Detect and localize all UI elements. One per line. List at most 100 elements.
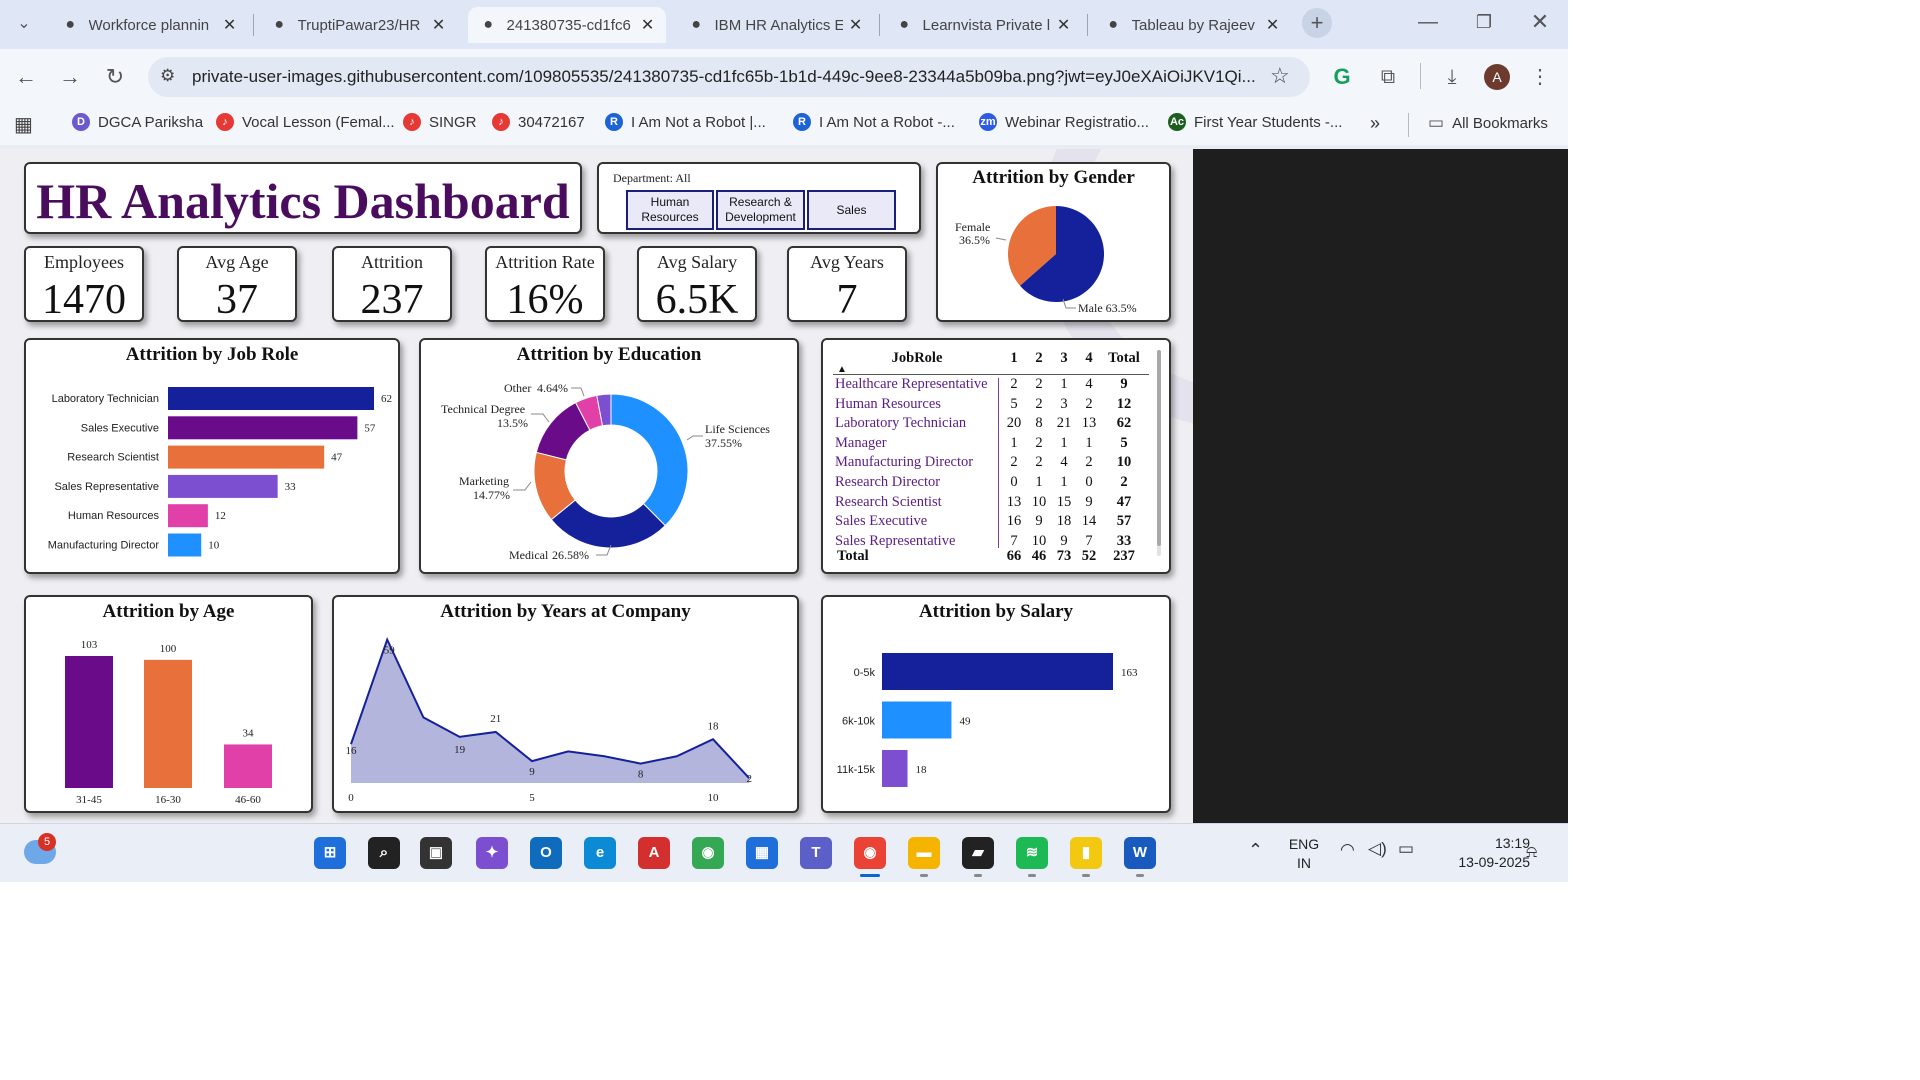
notifications-bell-icon[interactable]: ⍾ <box>1526 842 1538 861</box>
grammarly-extension-icon[interactable]: G <box>1333 64 1351 89</box>
address-bar[interactable]: ⚙ private-user-images.githubusercontent.… <box>148 57 1310 97</box>
chrome-icon[interactable]: ◉ <box>692 837 724 869</box>
language-line2[interactable]: IN <box>1297 855 1311 871</box>
edge-icon[interactable]: e <box>584 837 616 869</box>
file-explorer-icon[interactable]: ▬ <box>908 837 940 869</box>
bookmark-item[interactable]: R I Am Not a Robot -... <box>793 113 955 131</box>
matrix-row-jobrole: Research Director <box>835 474 941 490</box>
job-role-category-label: Sales Representative <box>54 481 159 493</box>
site-info-icon[interactable]: ⚙ <box>160 66 176 85</box>
years-line <box>350 636 750 779</box>
matrix-cell: 16 <box>1006 513 1022 530</box>
weather-notification-badge: 5 <box>38 833 56 851</box>
close-window-button[interactable]: ✕ <box>1530 9 1550 34</box>
tab-search-chevron-icon[interactable]: ⌄ <box>17 15 31 32</box>
teams-icon[interactable]: T <box>800 837 832 869</box>
matrix-cell: 2 <box>1035 376 1043 392</box>
salary-category-label: 6k-10k <box>842 716 876 728</box>
matrix-cell: 62 <box>1116 415 1132 432</box>
tab-close-icon[interactable]: ✕ <box>1265 17 1280 34</box>
bookmark-star-icon[interactable]: ☆ <box>1270 63 1290 88</box>
clock-time[interactable]: 13:19 <box>1494 835 1530 851</box>
kpi-value: 237 <box>360 277 424 323</box>
tab-close-icon[interactable]: ✕ <box>1056 17 1071 34</box>
matrix-cell: 8 <box>1035 415 1043 432</box>
back-arrow-icon[interactable]: ← <box>15 64 37 89</box>
powerbi-icon[interactable]: ▮ <box>1070 837 1102 869</box>
apps-grid-icon[interactable]: ▦ <box>14 114 33 136</box>
running-app-indicator <box>1028 874 1036 877</box>
bookmark-label: I Am Not a Robot |... <box>631 113 766 131</box>
job-role-bar-chart: Laboratory Technician 62 Sales Executive 57… <box>48 387 392 557</box>
bookmark-item[interactable]: R I Am Not a Robot |... <box>605 113 766 131</box>
task-view-icon[interactable]: ▣ <box>420 837 452 869</box>
reload-icon[interactable]: ↻ <box>105 64 125 89</box>
browser-tab[interactable]: ● Workforce plannin ✕ <box>50 7 248 43</box>
browser-tab[interactable]: ● IBM HR Analytics E ✕ <box>676 7 874 43</box>
bookmark-item[interactable]: ♪ Vocal Lesson (Femal... <box>216 113 395 131</box>
kpi-card: Avg Salary 6.5K <box>637 246 757 323</box>
download-icon[interactable]: ⤓ <box>1447 66 1457 88</box>
tab-close-icon[interactable]: ✕ <box>640 17 655 34</box>
bookmark-item[interactable]: Ac First Year Students -... <box>1168 113 1342 131</box>
wifi-icon[interactable]: ◠ <box>1340 840 1355 859</box>
forward-arrow-icon[interactable]: → <box>59 64 81 89</box>
matrix-cell: 9 <box>1060 532 1068 549</box>
matrix-cell: 0 <box>1085 474 1093 490</box>
bookmark-item[interactable]: ♪ SINGR <box>403 113 477 131</box>
tab-close-icon[interactable]: ✕ <box>222 17 237 34</box>
salary-bar-chart: 0-5k 163 6k-10k 49 11k-15k 18 <box>837 653 1138 787</box>
tab-close-icon[interactable]: ✕ <box>431 17 446 34</box>
tab-separator <box>253 14 254 36</box>
matrix-cell: 18 <box>1056 513 1072 530</box>
copilot-icon[interactable]: ✦ <box>476 837 508 869</box>
kpi-label: Avg Years <box>810 252 884 272</box>
menu-kebab-icon[interactable]: ⋮ <box>1530 66 1550 88</box>
outlook-icon[interactable]: O <box>530 837 562 869</box>
tab-close-icon[interactable]: ✕ <box>848 17 863 34</box>
search-icon[interactable]: ⌕ <box>368 837 400 869</box>
battery-icon[interactable]: ▭ <box>1398 839 1415 858</box>
kpi-value: 16% <box>506 277 584 323</box>
url-text[interactable]: private-user-images.githubusercontent.co… <box>192 67 1256 86</box>
language-line1[interactable]: ENG <box>1288 836 1320 852</box>
browser-tab[interactable]: ● Learnvista Private l ✕ <box>884 7 1082 43</box>
restore-window-button[interactable]: ❐ <box>1475 12 1493 32</box>
minimize-window-button[interactable]: — <box>1418 11 1438 33</box>
years-x-tick: 5 <box>529 792 535 804</box>
all-bookmarks-button[interactable]: ▭ All Bookmarks <box>1428 113 1548 133</box>
spotify-icon[interactable]: ≋ <box>1016 837 1048 869</box>
clock-date[interactable]: 13-09-2025 <box>1458 854 1530 870</box>
job-role-value-label: 62 <box>381 393 392 405</box>
more-bookmarks-chevron-icon[interactable]: » <box>1370 113 1381 133</box>
matrix-row-jobrole: Healthcare Representative <box>835 376 988 392</box>
bookmark-item[interactable]: ♪ 30472167 <box>492 113 585 131</box>
bookmark-label: I Am Not a Robot -... <box>819 113 955 131</box>
chrome-profile-icon[interactable]: ◉ <box>854 837 886 869</box>
sort-ascending-icon: ▲ <box>837 364 847 375</box>
gender-label-male: Male 63.5% <box>1078 301 1137 315</box>
browser-tab[interactable]: ● TruptiPawar23/HR ✕ <box>259 7 457 43</box>
job-role-matrix-card: JobRole 1 2 3 4 Total ▲ Healthcare Repre… <box>821 338 1171 574</box>
new-tab-button[interactable]: + <box>1302 8 1332 38</box>
browser-tab[interactable]: ● Tableau by Rajeev ✕ <box>1093 7 1291 43</box>
matrix-cell: 5 <box>1120 434 1128 451</box>
edu-label-technical-value: 13.5% <box>497 416 528 430</box>
bookmark-item[interactable]: D DGCA Pariksha <box>72 113 203 131</box>
acrobat-icon[interactable]: A <box>638 837 670 869</box>
matrix-column-divider <box>998 378 999 554</box>
matrix-row: Sales Representative 7 10 9 7 33 <box>835 533 1153 550</box>
profile-avatar[interactable]: A <box>1484 64 1510 90</box>
browser-tab[interactable]: ● 241380735-cd1fc6 ✕ <box>468 7 666 43</box>
volume-icon[interactable]: ◁) <box>1368 839 1387 858</box>
store-icon[interactable]: ▦ <box>746 837 778 869</box>
sticky-notes-icon[interactable]: ▰ <box>962 837 994 869</box>
bookmark-favicon-icon: zm <box>979 113 997 131</box>
bookmark-item[interactable]: zm Webinar Registratio... <box>979 113 1149 131</box>
extensions-puzzle-icon[interactable]: ⧉ <box>1380 66 1396 88</box>
matrix-cell: 13 <box>1006 493 1022 510</box>
windows-start-icon[interactable]: ⊞ <box>314 837 346 869</box>
kpi-value: 1470 <box>42 277 126 323</box>
tray-chevron-up-icon[interactable]: ⌃ <box>1248 840 1264 860</box>
word-icon[interactable]: W <box>1124 837 1156 869</box>
